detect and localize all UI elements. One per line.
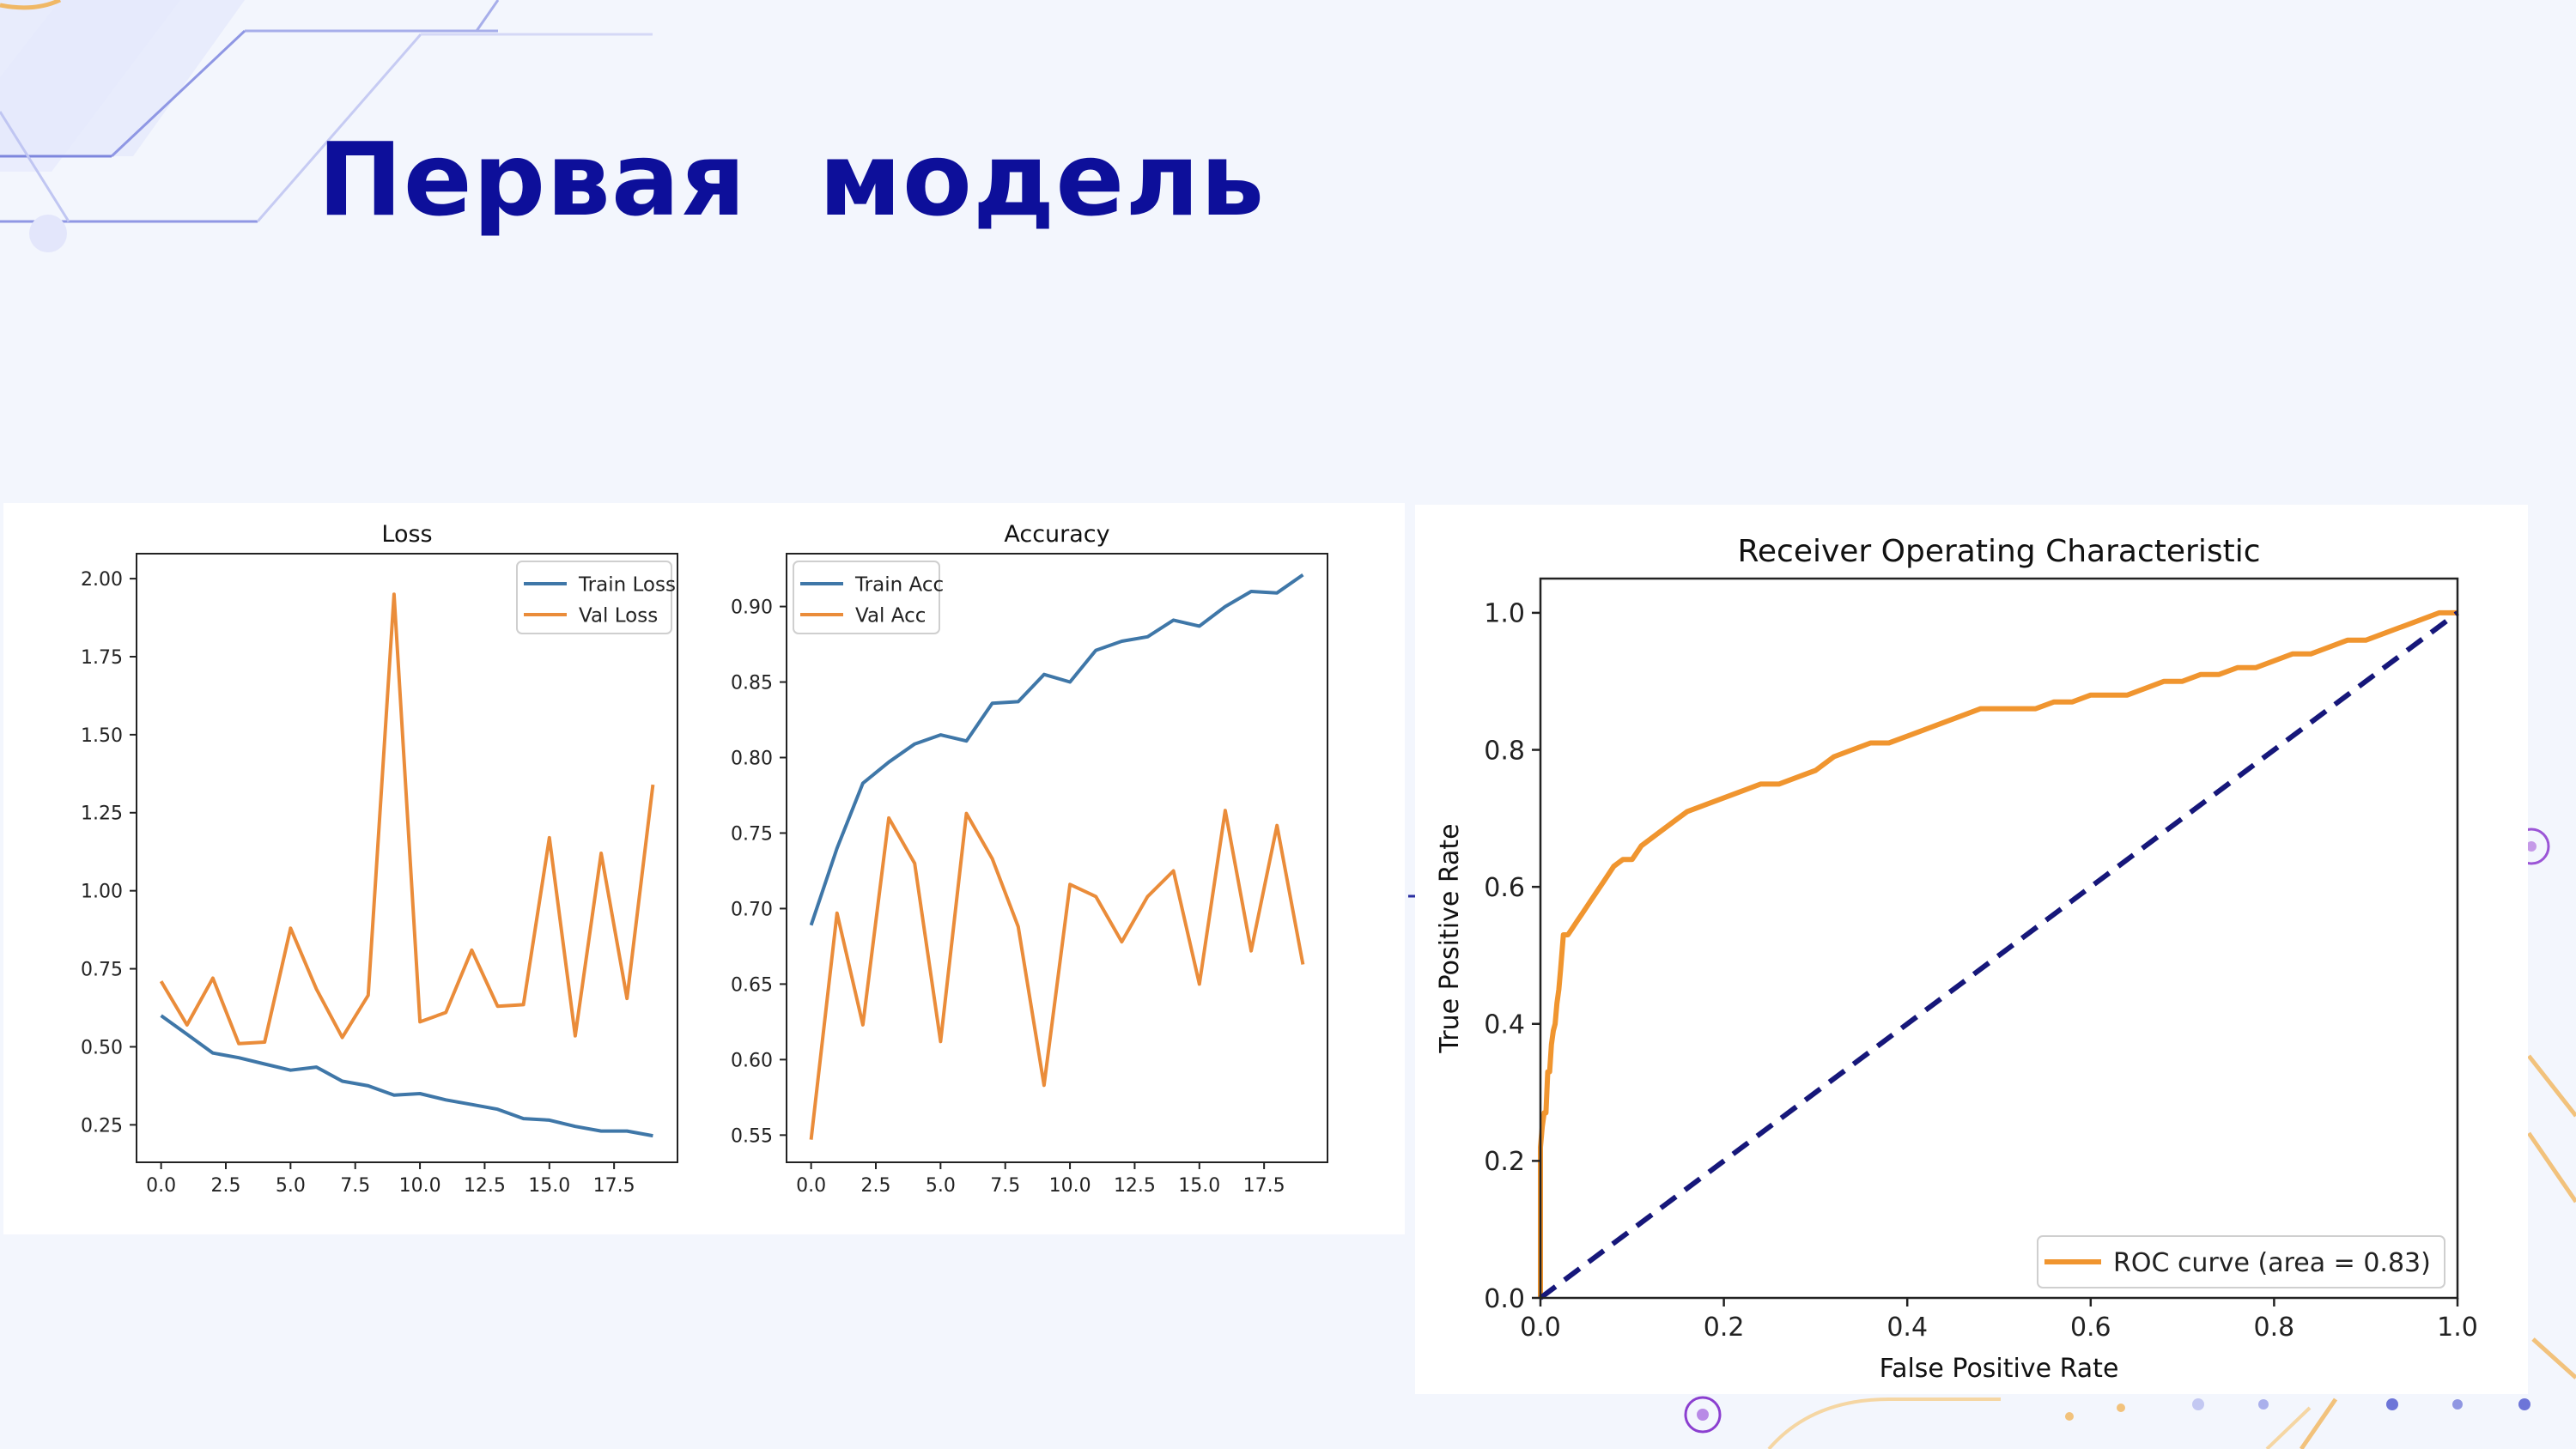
plot-frame — [1539, 577, 2459, 1300]
y-tick-label: 0.8 — [1484, 736, 1525, 766]
top-left-deco — [0, 0, 653, 252]
y-tick-label: 1.0 — [1484, 599, 1525, 629]
x-tick-label: 7.5 — [990, 1175, 1020, 1197]
x-tick-label: 7.5 — [340, 1175, 370, 1197]
plot-frame — [136, 553, 678, 1163]
roc-chart: 0.0 0.2 0.4 0.6 0.8 1.0 0.0 0.2 0.4 0.6 0.8 1.0 Rece… — [1435, 534, 2478, 1384]
legend-label: ROC curve (area = 0.83) — [2113, 1248, 2431, 1278]
training-curves-panel: 0.0 2.5 5.0 7.5 10.0 12.5 15.0 17.5 0.25 0.50 0.75… — [3, 503, 1405, 1234]
series-line-roc-curve-area-0-83 — [1538, 609, 2458, 1298]
chart-title: Receiver Operating Characteristic — [1737, 534, 2260, 569]
x-tick-label: 1.0 — [2437, 1313, 2478, 1343]
y-tick-label: 0.25 — [81, 1115, 123, 1137]
x-axis-label: False Positive Rate — [1880, 1354, 2119, 1384]
x-tick-label: 0.8 — [2254, 1313, 2295, 1343]
y-tick-label: 0.2 — [1484, 1147, 1525, 1177]
y-tick-label: 0.0 — [1484, 1284, 1525, 1314]
chart-title: Loss — [381, 521, 432, 548]
y-tick-label: 1.25 — [81, 803, 123, 825]
series-line-train-acc — [809, 573, 1304, 926]
training-curves-svg: 0.0 2.5 5.0 7.5 10.0 12.5 15.0 17.5 0.25 0.50 0.75… — [81, 521, 1328, 1197]
y-tick-label: 0.55 — [731, 1125, 773, 1147]
y-tick-label: 2.00 — [81, 569, 123, 591]
y-axis-label: True Positive Rate — [1435, 823, 1465, 1053]
x-tick-label: 17.5 — [1243, 1175, 1285, 1197]
chart-title: Accuracy — [1004, 521, 1109, 548]
y-tick-label: 0.85 — [731, 672, 773, 694]
x-tick-label: 0.2 — [1704, 1313, 1745, 1343]
legend-label: Train Loss — [578, 573, 676, 596]
series-line-diagonal — [1539, 610, 2459, 1300]
series-line-val-acc — [809, 809, 1305, 1140]
roc-panel: 0.0 0.2 0.4 0.6 0.8 1.0 0.0 0.2 0.4 0.6 0.8 1.0 Rece… — [1415, 505, 2528, 1394]
x-tick-label: 0.4 — [1886, 1313, 1928, 1343]
legend-label: Val Loss — [579, 604, 658, 627]
series-line-train-loss — [160, 1014, 653, 1138]
x-tick-label: 10.0 — [399, 1175, 441, 1197]
x-tick-label: 12.5 — [1114, 1175, 1156, 1197]
y-tick-label: 0.75 — [731, 823, 773, 845]
x-tick-label: 5.0 — [926, 1175, 956, 1197]
slide-title: Первая модель — [318, 120, 1266, 239]
y-tick-label: 0.65 — [731, 974, 773, 996]
x-tick-label: 12.5 — [464, 1175, 506, 1197]
x-tick-label: 15.0 — [528, 1175, 570, 1197]
x-tick-label: 0.0 — [146, 1175, 176, 1197]
legend-label: Val Acc — [855, 604, 926, 627]
accuracy-chart: 0.0 2.5 5.0 7.5 10.0 12.5 15.0 17.5 0.55 0.60 0.65… — [731, 521, 1328, 1197]
plot-frame — [786, 553, 1328, 1163]
legend-box — [2037, 1235, 2445, 1288]
x-tick-label: 2.5 — [860, 1175, 890, 1197]
x-tick-label: 15.0 — [1178, 1175, 1220, 1197]
right-deco — [1408, 828, 2576, 1449]
y-tick-label: 1.00 — [81, 882, 123, 903]
y-tick-label: 0.90 — [731, 597, 773, 618]
x-tick-label: 2.5 — [210, 1175, 240, 1197]
x-tick-label: 17.5 — [593, 1175, 635, 1197]
x-tick-label: 10.0 — [1049, 1175, 1091, 1197]
y-tick-label: 0.4 — [1484, 1010, 1525, 1040]
y-tick-label: 0.50 — [81, 1037, 123, 1058]
x-tick-label: 0.0 — [1520, 1313, 1561, 1343]
y-tick-label: 0.70 — [731, 899, 773, 920]
y-tick-label: 0.80 — [731, 748, 773, 769]
roc-svg: 0.0 0.2 0.4 0.6 0.8 1.0 0.0 0.2 0.4 0.6 0.8 1.0 Rece… — [1435, 534, 2478, 1384]
legend-label: Train Acc — [854, 573, 944, 596]
y-tick-label: 0.75 — [81, 959, 123, 980]
loss-chart: 0.0 2.5 5.0 7.5 10.0 12.5 15.0 17.5 0.25 0.50 0.75… — [81, 521, 678, 1197]
y-tick-label: 1.50 — [81, 725, 123, 747]
x-tick-label: 0.0 — [796, 1175, 826, 1197]
x-tick-label: 5.0 — [276, 1175, 306, 1197]
x-tick-label: 0.6 — [2070, 1313, 2111, 1343]
y-tick-label: 1.75 — [81, 647, 123, 669]
series-line-val-loss — [159, 592, 655, 1046]
y-tick-label: 0.60 — [731, 1050, 773, 1071]
y-tick-label: 0.6 — [1484, 873, 1525, 903]
